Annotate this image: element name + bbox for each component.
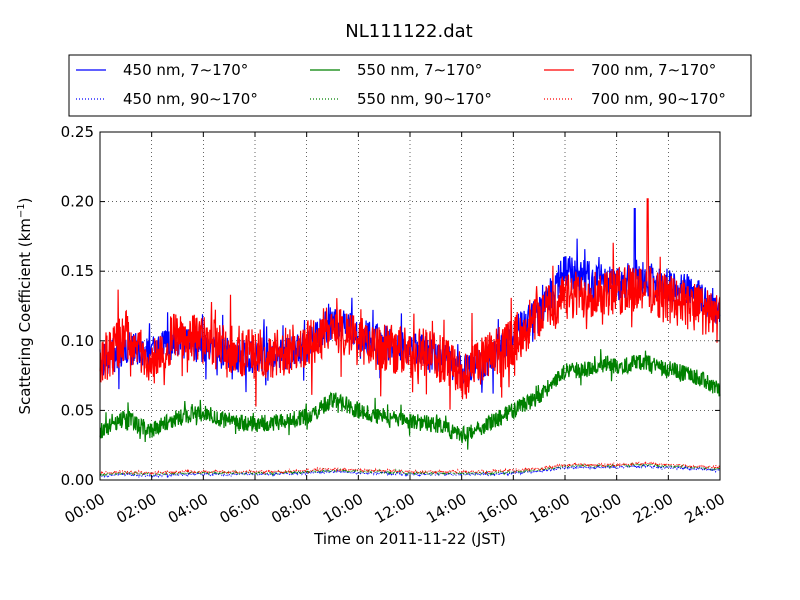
x-tick-label: 06:00 bbox=[217, 490, 263, 527]
x-tick-label: 14:00 bbox=[423, 490, 469, 527]
y-tick-label: 0.10 bbox=[61, 332, 94, 350]
legend-label: 550 nm, 90∼170° bbox=[357, 90, 492, 108]
x-tick-label: 22:00 bbox=[630, 490, 676, 527]
series-line bbox=[99, 462, 721, 477]
legend-box bbox=[68, 54, 752, 117]
series-line bbox=[99, 460, 721, 476]
y-tick-label: 0.25 bbox=[61, 123, 94, 141]
y-tick-label: 0.15 bbox=[61, 262, 94, 280]
x-tick-label: 02:00 bbox=[113, 490, 159, 527]
x-tick-label: 08:00 bbox=[268, 490, 314, 527]
series-layer bbox=[99, 198, 721, 479]
series-line bbox=[99, 198, 721, 410]
legend: 450 nm, 7∼170° 450 nm, 90∼170° 550 nm, 7∼1… bbox=[68, 54, 752, 117]
legend-label: 450 nm, 7∼170° bbox=[123, 61, 248, 79]
series-line bbox=[99, 349, 721, 450]
legend-label: 550 nm, 7∼170° bbox=[357, 61, 482, 79]
y-axis-title-close: ) bbox=[16, 197, 34, 203]
x-tick-label: 12:00 bbox=[372, 490, 418, 527]
x-tick-label: 00:00 bbox=[62, 490, 108, 527]
x-tick-label: 04:00 bbox=[165, 490, 211, 527]
legend-label: 700 nm, 7∼170° bbox=[591, 61, 716, 79]
legend-label: 700 nm, 90∼170° bbox=[591, 90, 726, 108]
y-axis-title-sup: −1 bbox=[16, 203, 27, 218]
legend-label: 450 nm, 90∼170° bbox=[123, 90, 258, 108]
x-tick-label: 24:00 bbox=[682, 490, 728, 527]
y-tick-label: 0.20 bbox=[61, 193, 94, 211]
y-axis-title-text: Scattering Coefficient (km bbox=[16, 218, 34, 414]
x-axis-title: Time on 2011-11-22 (JST) bbox=[313, 530, 506, 548]
x-tick-label: 10:00 bbox=[320, 490, 366, 527]
x-tick-label: 20:00 bbox=[578, 490, 624, 527]
chart-title: NL111122.dat bbox=[345, 21, 472, 42]
x-tick-label: 16:00 bbox=[475, 490, 521, 527]
y-tick-label: 0.00 bbox=[61, 471, 94, 489]
y-axis-title: Scattering Coefficient (km−1) bbox=[16, 197, 34, 414]
x-tick-label: 18:00 bbox=[527, 490, 573, 527]
x-axis-title-text: Time on 2011-11-22 (JST) bbox=[313, 530, 506, 548]
y-tick-label: 0.05 bbox=[61, 401, 94, 419]
